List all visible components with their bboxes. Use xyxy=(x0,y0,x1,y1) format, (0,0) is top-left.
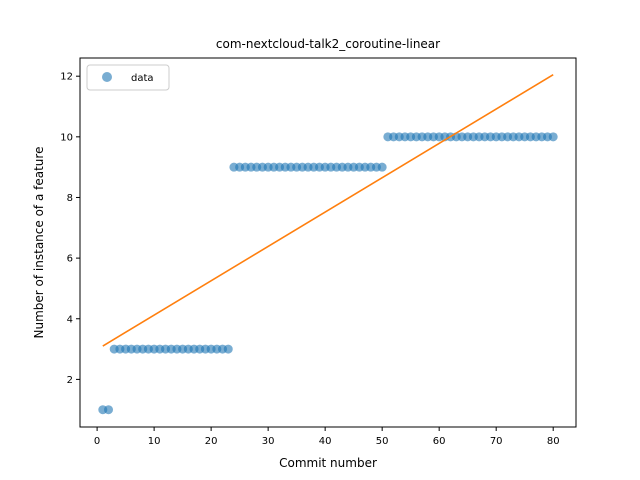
legend-label-data: data xyxy=(131,73,154,84)
x-tick-label: 40 xyxy=(319,436,332,447)
data-point xyxy=(104,405,114,415)
data-point xyxy=(548,132,558,142)
legend: data xyxy=(86,64,170,91)
x-tick-label: 10 xyxy=(148,436,161,447)
x-tick-label: 70 xyxy=(490,436,503,447)
chart-title: com-nextcloud-talk2_coroutine-linear xyxy=(216,37,440,51)
x-tick-label: 20 xyxy=(205,436,218,447)
y-tick-label: 12 xyxy=(60,72,73,83)
y-tick-label: 4 xyxy=(67,314,73,325)
fit-line xyxy=(102,73,554,347)
data-point xyxy=(377,162,387,172)
x-tick-label: 50 xyxy=(376,436,389,447)
x-tick-label: 80 xyxy=(547,436,560,447)
y-tick-label: 10 xyxy=(60,132,73,143)
x-tick-label: 0 xyxy=(94,436,100,447)
x-tick-label: 60 xyxy=(433,436,446,447)
y-tick-label: 2 xyxy=(67,375,73,386)
y-axis-label: Number of instance of a feature xyxy=(32,147,46,339)
x-axis-label: Commit number xyxy=(279,456,377,470)
axes-frame xyxy=(79,57,577,428)
x-tick-label: 30 xyxy=(262,436,275,447)
legend-frame xyxy=(86,64,170,91)
plot-area xyxy=(98,73,558,415)
legend-marker-data xyxy=(102,72,112,82)
y-tick-label: 6 xyxy=(67,254,73,265)
y-tick-label: 8 xyxy=(67,193,73,204)
data-point xyxy=(223,344,233,354)
axis-ticks: 0 10 20 30 40 50 60 70 80 2 4 6 8 10 12 xyxy=(60,72,559,447)
